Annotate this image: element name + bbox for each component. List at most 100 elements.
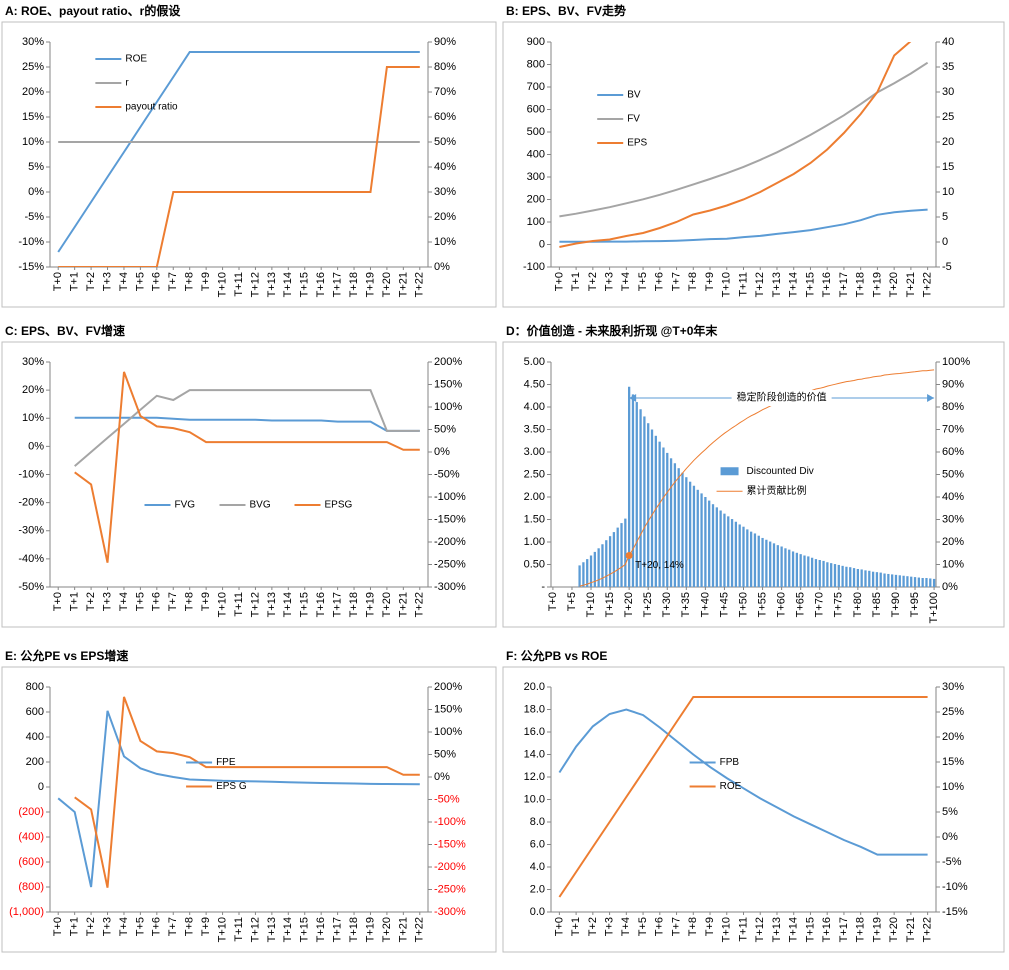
tick-label: 50% [434,748,456,760]
plot-area [74,371,420,563]
x-tick-label: T+10 [216,917,228,942]
point-label: T+20, 14% [635,560,684,571]
bar [643,416,646,587]
tick-label: 1.50 [524,513,545,525]
tick-label: 30% [942,681,964,693]
x-tick-label: T+10 [721,272,733,297]
bar [639,409,642,587]
x-tick-label: T+19 [364,272,376,297]
tick-label: -250% [434,883,466,895]
x-tick-label: T+65 [795,592,807,617]
bar [753,533,757,587]
tick-label: 40% [434,161,456,173]
panel-border [1,21,497,308]
tick-label: 400 [527,148,545,160]
tick-label: 0 [942,236,948,248]
chart-title: F: 公允PB vs ROE [506,648,607,663]
tick-label: 25 [942,111,954,123]
bar [929,578,932,587]
bar [795,552,799,587]
x-tick-label: T+2 [85,592,97,611]
tick-label: 4.00 [524,401,545,413]
x-tick-label: T+2 [587,272,599,291]
panel-border [1,666,497,953]
bar [727,516,730,587]
x-tick-label: T+15 [604,592,616,617]
x-tick-label: T+18 [348,917,360,942]
bar [875,572,879,587]
x-tick-label: T+19 [871,272,883,297]
tick-label: 40% [942,491,964,503]
x-tick-label: T+5 [134,592,146,611]
x-tick-label: T+14 [788,917,800,942]
x-tick-label: T+85 [871,592,883,617]
tick-label: (1,000) [9,906,44,918]
x-tick-label: T+3 [101,917,113,936]
tick-label: 200 [26,756,44,768]
tick-label: 25% [942,706,964,718]
x-tick-label: T+13 [266,917,278,942]
x-tick-label: T+20 [888,272,900,297]
tick-label: -30% [18,525,44,537]
x-tick-label: T+2 [85,917,97,936]
bar [719,510,722,587]
x-tick-label: T+19 [364,592,376,617]
tick-label: 10% [434,236,456,248]
bar [723,513,726,587]
panel-border [502,341,1005,628]
x-tick-label: T+17 [332,272,344,297]
series-line [74,696,420,888]
x-tick-label: T+12 [249,272,261,297]
x-tick-label: T+17 [332,917,344,942]
tick-label: -50% [434,793,460,805]
legend-label: FVG [175,500,196,511]
tick-label: -5% [24,211,44,223]
x-tick-label: T+5 [134,272,146,291]
bar [780,546,783,587]
legend-label: BV [627,90,641,101]
tick-label: 0 [539,238,545,250]
legend-label: FPE [216,757,236,768]
tick-label: 400 [26,731,44,743]
bar [757,535,760,587]
bar [746,529,749,587]
tick-label: 12.0 [524,771,545,783]
tick-label: 600 [527,103,545,115]
bar [860,569,863,587]
series-line [559,42,912,248]
x-tick-label: T+11 [737,272,749,297]
bar [662,447,665,587]
chart-panel: C: EPS、BV、FV增速 -50% -40% -30% -20% -10% 0% 10% 2… [1,323,497,628]
x-tick-label: T+13 [266,592,278,617]
tick-label: 20 [942,136,954,148]
tick-label: 90% [434,36,456,48]
tick-label: -50% [434,468,460,480]
tick-label: 40 [942,36,954,48]
x-tick-label: T+14 [282,917,294,942]
tick-label: 3.00 [524,446,545,458]
x-tick-label: T+18 [855,917,867,942]
x-tick-label: T+22 [922,917,934,942]
x-tick-label: T+10 [585,592,597,617]
x-tick-label: T+18 [855,272,867,297]
bar [879,572,882,587]
bar [910,576,913,587]
bar [582,562,585,587]
tick-label: -50% [18,581,44,593]
legend-label: EPS G [216,781,247,792]
x-tick-label: T+80 [852,592,864,617]
tick-label: 0% [942,831,958,843]
tick-label: 60% [942,446,964,458]
x-tick-label: T+15 [299,272,311,297]
bar [654,435,657,587]
bar [738,524,741,587]
tick-label: 1.00 [524,536,545,548]
bar [772,543,776,587]
tick-label: 0.50 [524,558,545,570]
bar [597,548,600,587]
legend-label: Discounted Div [747,466,814,477]
x-tick-label: T+100 [928,592,940,624]
x-tick-label: T+0 [52,917,64,936]
bar [818,560,821,587]
tick-label: (800) [18,881,44,893]
